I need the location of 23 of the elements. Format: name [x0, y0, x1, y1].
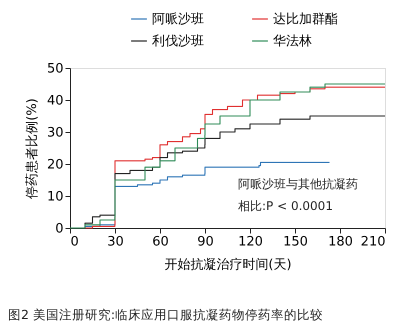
legend-label: 阿哌沙班 — [152, 12, 204, 27]
legend-label: 华法林 — [273, 34, 312, 49]
y-axis-title: 停药患者比例(%) — [24, 98, 40, 199]
y-tick-label: 30 — [46, 126, 64, 140]
x-tick-label: 150 — [283, 234, 308, 250]
x-axis-title: 开始抗凝治疗时间(天) — [164, 258, 292, 272]
y-tick-label: 40 — [46, 94, 64, 108]
legend-label: 利伐沙班 — [152, 34, 204, 49]
x-tick-label: 90 — [197, 234, 214, 250]
x-tick-label: 30 — [107, 234, 124, 250]
legend-label: 达比加群酯 — [273, 12, 338, 27]
y-tick-label: 50 — [46, 62, 64, 76]
x-tick-label: 120 — [238, 234, 263, 250]
x-tick-label: 60 — [152, 234, 169, 250]
x-tick-label: 0 — [70, 234, 79, 250]
x-tick-label: 180 — [328, 234, 353, 250]
caption: 图2 美国注册研究:临床应用口服抗凝药物停药率的比较 — [8, 307, 324, 322]
y-tick-label: 20 — [46, 158, 64, 172]
x-tick-label: 210 — [360, 234, 386, 250]
annotation: 阿哌沙班与其他抗凝药 — [238, 177, 358, 191]
y-tick-label: 10 — [46, 190, 64, 204]
annotation: 相比:P < 0.0001 — [238, 199, 333, 213]
y-tick-label: 0 — [55, 222, 64, 236]
